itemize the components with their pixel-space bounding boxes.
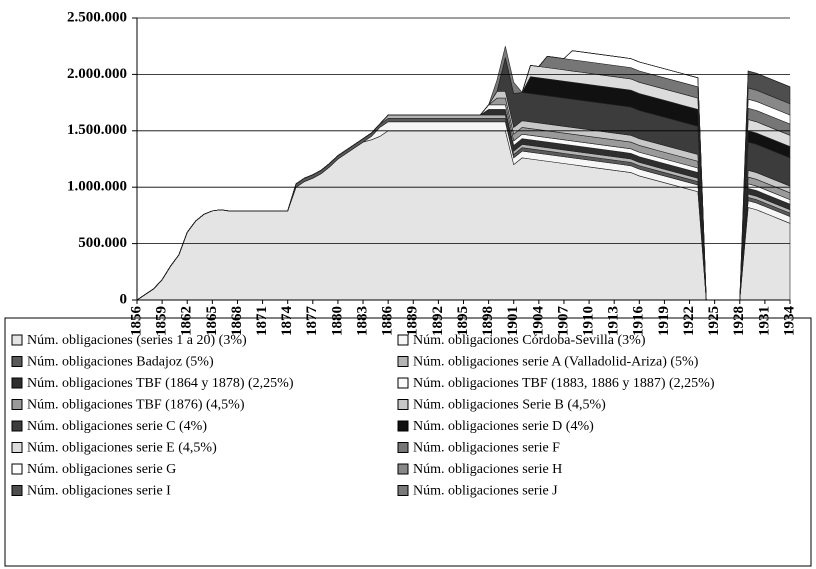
legend-swatch — [11, 377, 23, 389]
legend-swatch — [11, 399, 23, 410]
legend-swatch — [11, 356, 23, 367]
y-tick-label: 500.000 — [78, 235, 127, 251]
legend-swatch — [397, 377, 409, 389]
legend-swatch — [11, 463, 23, 475]
x-tick-label: 1922 — [681, 306, 697, 336]
x-tick-label: 1898 — [480, 306, 496, 336]
x-tick-label: 1913 — [606, 306, 622, 336]
x-tick-label: 1889 — [405, 306, 421, 336]
x-tick-label: 1892 — [430, 306, 446, 336]
y-tick-label: 0 — [120, 291, 128, 307]
y-tick-label: 1.500.000 — [67, 122, 127, 138]
legend-swatch — [397, 399, 409, 410]
x-tick-label: 1874 — [279, 306, 295, 337]
x-tick-label: 1883 — [354, 306, 370, 336]
legend-swatch — [397, 420, 409, 432]
x-tick-label: 1856 — [128, 306, 144, 337]
legend-swatch — [397, 463, 409, 475]
legend-label: Núm. obligaciones serie I — [27, 484, 171, 499]
x-tick-label: 1916 — [631, 306, 647, 337]
legend-label: Núm. obligaciones (series 1 a 20) (3%) — [27, 333, 247, 348]
x-tick-label: 1907 — [555, 306, 571, 337]
x-tick-label: 1895 — [455, 306, 471, 336]
x-tick-label: 1904 — [530, 306, 546, 337]
legend-label: Núm. obligaciones TBF (1883, 1886 y 1887… — [413, 376, 715, 391]
legend-label: Núm. obligaciones serie F — [413, 441, 560, 456]
legend-label: Núm. obligaciones serie H — [413, 462, 562, 477]
legend-label: Núm. obligaciones serie C (4%) — [27, 419, 207, 434]
legend-swatch — [11, 485, 23, 496]
legend: Núm. obligaciones (series 1 a 20) (3%) Nú… — [11, 333, 715, 499]
legend-label: Núm. obligaciones serie E (4,5%) — [27, 441, 217, 456]
legend-swatch — [397, 485, 409, 496]
legend-swatch — [397, 442, 409, 453]
legend-label: Núm. obligaciones serie J — [413, 484, 558, 499]
x-tick-label: 1928 — [731, 306, 747, 336]
legend-swatch — [397, 334, 409, 346]
legend-label: Núm. obligaciones Serie B (4,5%) — [413, 398, 606, 413]
x-tick-label: 1880 — [329, 306, 345, 336]
x-tick-label: 1910 — [581, 306, 597, 336]
x-tick-label: 1934 — [781, 306, 797, 337]
x-tick-label: 1871 — [254, 306, 270, 336]
x-tick-label: 1931 — [756, 306, 772, 336]
legend-label: Núm. obligaciones Badajoz (5%) — [27, 355, 214, 370]
legend-swatch — [11, 334, 23, 346]
legend-label: Núm. obligaciones serie D (4%) — [413, 419, 594, 434]
x-tick-label: 1868 — [229, 306, 245, 336]
legend-label: Núm. obligaciones Córdoba-Sevilla (3%) — [413, 333, 646, 348]
legend-label: Núm. obligaciones TBF (1876) (4,5%) — [27, 398, 245, 413]
x-tick-label: 1862 — [179, 306, 195, 336]
x-tick-label: 1865 — [204, 306, 220, 336]
area — [136, 46, 791, 301]
x-tick-label: 1925 — [706, 306, 722, 336]
y-tick-label: 2.500.000 — [67, 9, 127, 25]
legend-label: Núm. obligaciones TBF (1864 y 1878) (2,2… — [27, 376, 294, 391]
x-tick-label: 1877 — [304, 306, 320, 337]
legend-swatch — [397, 356, 409, 367]
x-tick-label: 1901 — [505, 306, 521, 336]
y-tick-label: 2.000.000 — [67, 66, 127, 82]
x-tick-label: 1886 — [380, 306, 396, 337]
x-tick-label: 1919 — [656, 306, 672, 336]
y-tick-label: 1.000.000 — [67, 179, 127, 195]
legend-label: Núm. obligaciones serie G — [27, 462, 176, 477]
legend-swatch — [11, 442, 23, 453]
legend-swatch — [11, 420, 23, 432]
x-tick-label: 1859 — [154, 306, 170, 336]
legend-label: Núm. obligaciones serie A (Valladolid-Ar… — [413, 355, 699, 370]
